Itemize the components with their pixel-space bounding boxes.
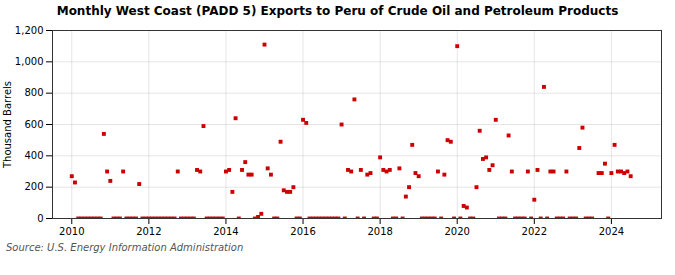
- svg-text:400: 400: [24, 150, 43, 161]
- svg-text:0: 0: [37, 213, 43, 224]
- svg-text:2012: 2012: [136, 226, 161, 237]
- svg-text:200: 200: [24, 181, 43, 192]
- svg-text:2014: 2014: [213, 226, 238, 237]
- svg-text:1,200: 1,200: [15, 25, 44, 36]
- html-text:Source: U.S. Energy Informatio: Source: U.S. Energy Information Administ…: [6, 242, 244, 253]
- svg-text:2022: 2022: [522, 226, 547, 237]
- svg-text:2020: 2020: [444, 226, 469, 237]
- svg-text:2018: 2018: [367, 226, 392, 237]
- svg-text:800: 800: [24, 87, 43, 98]
- svg-text:1,000: 1,000: [15, 56, 44, 67]
- html-text:Monthly West Coast (PADD 5) Ex: Monthly West Coast (PADD 5) Exports to P…: [56, 4, 619, 18]
- svg-text:2024: 2024: [599, 226, 624, 237]
- svg-text:600: 600: [24, 119, 43, 130]
- svg-text:Thousand Barrels: Thousand Barrels: [2, 81, 13, 169]
- svg-text:2010: 2010: [59, 226, 84, 237]
- svg-text:2016: 2016: [290, 226, 315, 237]
